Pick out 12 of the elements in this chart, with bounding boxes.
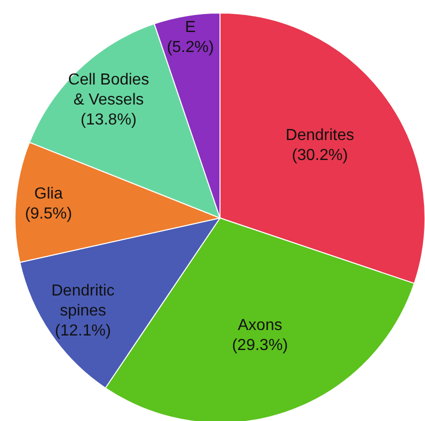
data-label: (29.3%) — [232, 337, 288, 354]
slice-label: E — [185, 19, 196, 36]
data-label: (13.8%) — [80, 112, 137, 129]
slice-label: Axons — [238, 317, 282, 334]
data-label: (30.2%) — [292, 147, 348, 164]
slice-label: Dendritic spines — [51, 282, 114, 320]
data-label: (5.2%) — [166, 39, 214, 56]
data-label: (9.5%) — [24, 205, 72, 222]
slice-label: Cell Bodies & Vessels — [68, 72, 150, 109]
slice-label: Glia — [34, 185, 63, 202]
data-label: (12.1%) — [54, 322, 111, 340]
slice-label: Dendrites — [286, 127, 354, 144]
